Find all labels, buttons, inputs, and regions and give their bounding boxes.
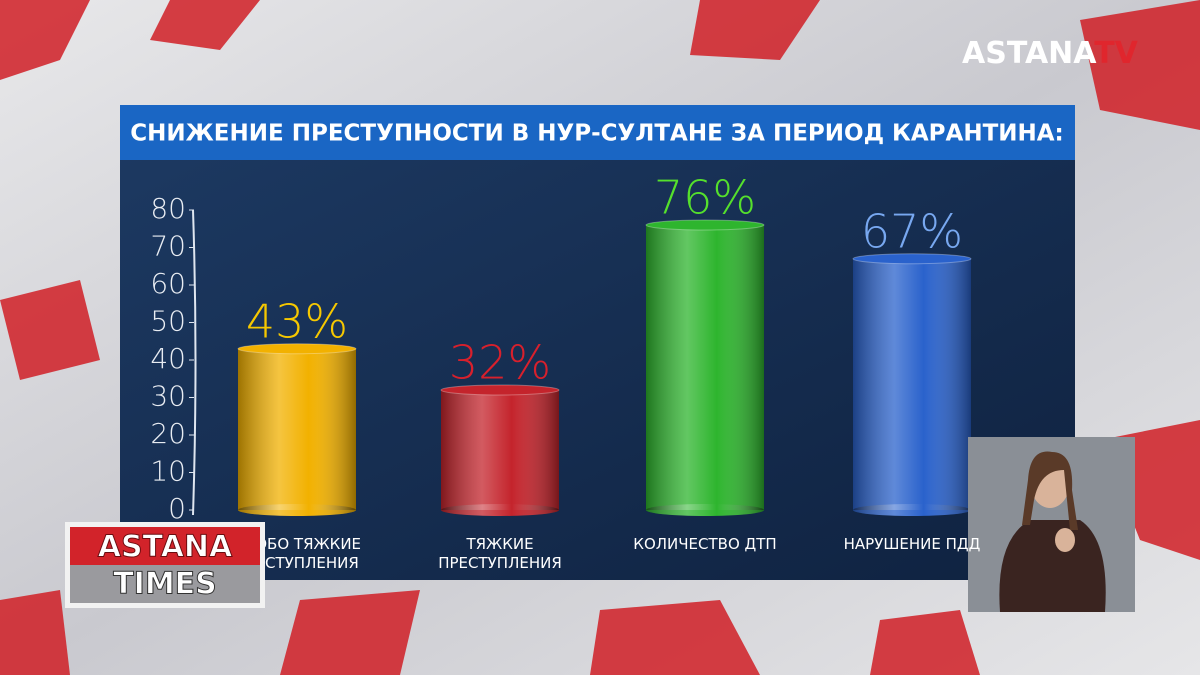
bar-shading	[238, 348, 356, 510]
value-label: 32%	[449, 336, 551, 390]
y-tick-label: 30	[150, 380, 186, 413]
bar-base-shade	[441, 504, 559, 516]
marks: 0 10 20 30 40 50 60 70 80 43% 32% 76% 67%	[150, 171, 972, 525]
bar-shading	[853, 258, 971, 510]
program-logo-layer: ASTANA TIMES	[65, 522, 265, 608]
interpreter	[999, 451, 1106, 612]
channel-logo: ASTANATV	[962, 36, 1139, 71]
y-tick-label: 20	[150, 417, 186, 450]
program-logo-line1: ASTANA	[98, 530, 233, 565]
logo-suffix: TV	[1094, 36, 1138, 71]
bar-shading	[441, 390, 559, 510]
x-tick-label: НАРУШЕНИЕ ПДД	[843, 535, 981, 553]
title-bar	[120, 105, 1075, 160]
x-tick-label: КОЛИЧЕСТВО ДТП	[633, 535, 777, 553]
x-tick-label: ТЯЖКИЕ ПРЕСТУПЛЕНИЯ	[438, 535, 562, 572]
bar-cap	[237, 343, 357, 355]
bar-base-shade	[646, 504, 764, 516]
program-logo-line2: TIMES	[113, 567, 217, 602]
bar-cap	[440, 384, 560, 396]
y-tick-label: 0	[168, 492, 186, 525]
bar-cap	[645, 219, 765, 231]
y-tick-label: 70	[150, 230, 186, 263]
bar-base-shade	[238, 504, 356, 516]
y-tick-label: 80	[150, 192, 186, 225]
bar-cap	[852, 253, 972, 265]
value-label: 43%	[246, 294, 348, 348]
chart-title: СНИЖЕНИЕ ПРЕСТУПНОСТИ В НУР-СУЛТАНЕ ЗА П…	[130, 121, 1064, 147]
y-axis	[192, 209, 197, 516]
y-tick-label: 60	[150, 267, 186, 300]
logo-name: ASTANA	[962, 36, 1097, 71]
y-tick-label: 40	[150, 342, 186, 375]
program-logo-overlay: ASTANA TIMES	[65, 522, 265, 608]
bar-shading	[646, 225, 764, 510]
value-label: 67%	[861, 204, 963, 258]
value-label: 76%	[654, 171, 756, 225]
y-tick-label: 50	[150, 305, 186, 338]
y-tick-label: 10	[150, 455, 186, 488]
program-logo: ASTANA TIMES	[65, 522, 265, 608]
bar-base-shade	[853, 504, 971, 516]
